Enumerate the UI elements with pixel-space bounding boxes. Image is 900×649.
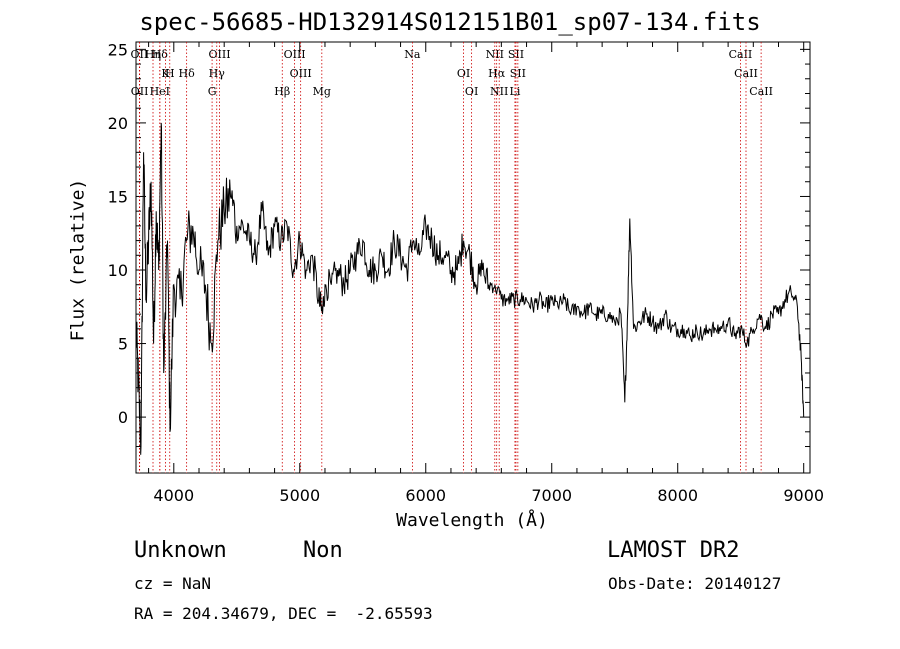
- redshift-label: cz = NaN: [134, 574, 212, 593]
- line-marker-label: OII: [131, 48, 149, 61]
- y-tick-label: 25: [108, 40, 128, 59]
- y-tick-label: 15: [108, 187, 128, 206]
- x-axis-label: Wavelength (Å): [396, 510, 548, 531]
- line-marker-label: NII: [490, 85, 508, 98]
- line-marker-label: Na: [404, 48, 421, 61]
- y-tick-label: 5: [118, 335, 128, 354]
- line-marker-label: Hβ: [274, 85, 290, 98]
- coordinates-label: RA = 204.34679, DEC = -2.65593: [134, 604, 433, 623]
- line-marker-label: CaII: [734, 67, 758, 80]
- line-marker-label: Hη: [145, 48, 161, 61]
- subclass-label: Non: [303, 538, 343, 563]
- x-tick-label: 4000: [153, 486, 194, 505]
- chart-title: spec-56685-HD132914S012151B01_sp07-134.f…: [139, 8, 761, 36]
- line-marker-label: OIII: [208, 48, 230, 61]
- line-marker-label: SII: [510, 67, 526, 80]
- survey-label: LAMOST DR2: [607, 538, 740, 563]
- x-tick-label: 6000: [405, 486, 446, 505]
- line-marker-label: HeI: [150, 85, 170, 98]
- line-marker-label: OIII: [284, 48, 306, 61]
- line-marker-label: OIII: [290, 67, 312, 80]
- y-tick-label: 0: [118, 408, 128, 427]
- line-marker-label: OI: [457, 67, 470, 80]
- line-marker-label: H: [165, 67, 175, 80]
- x-tick-label: 8000: [657, 486, 698, 505]
- class-label: Unknown: [134, 538, 227, 563]
- x-tick-label: 5000: [279, 486, 320, 505]
- line-marker-label: SII: [508, 48, 524, 61]
- line-marker-label: CaII: [729, 48, 753, 61]
- line-marker-label: K: [161, 67, 170, 80]
- line-marker-label: Li: [510, 85, 521, 98]
- line-marker-label: Hδ: [152, 48, 169, 61]
- line-marker-label: Mg: [313, 85, 331, 98]
- line-marker-label: CaII: [749, 85, 773, 98]
- x-tick-label: 7000: [531, 486, 572, 505]
- line-marker-label: Hδ: [179, 67, 196, 80]
- line-marker-label: OII: [131, 85, 149, 98]
- obs-date-label: Obs-Date: 20140127: [608, 574, 782, 593]
- line-marker-label: G: [208, 85, 217, 98]
- y-tick-label: 10: [108, 261, 128, 280]
- spectrum-line: [135, 122, 805, 455]
- line-marker-label: Hγ: [209, 67, 226, 80]
- y-tick-label: 20: [108, 114, 128, 133]
- line-marker-label: OI: [465, 85, 478, 98]
- plot-frame: [135, 41, 811, 474]
- line-marker-label: NII: [486, 48, 504, 61]
- line-marker-label: Hα: [488, 67, 506, 80]
- x-tick-label: 9000: [783, 486, 824, 505]
